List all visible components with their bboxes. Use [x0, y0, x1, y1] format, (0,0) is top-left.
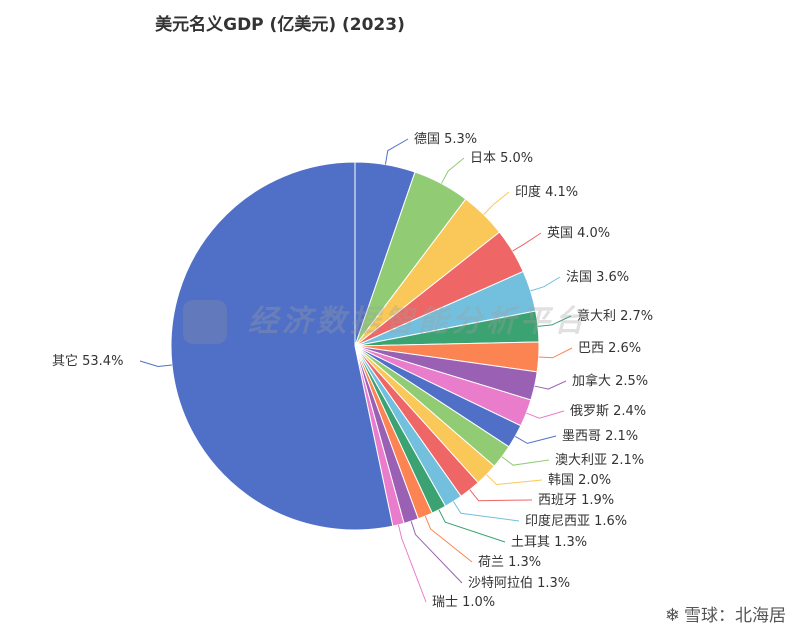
leader-line-4 [512, 232, 542, 252]
leader-line-8 [534, 380, 567, 390]
slice-label-14: 印度尼西亚 1.6% [525, 513, 627, 529]
slice-label-3: 印度 4.1% [515, 184, 578, 200]
leader-line-13 [469, 489, 533, 502]
leader-line-2 [441, 157, 465, 184]
footer-brand: ❄ 雪球：北海居 [665, 601, 786, 626]
slice-label-16: 荷兰 1.3% [478, 555, 541, 570]
leader-line-6 [537, 315, 572, 327]
slice-label-11: 澳大利亚 2.1% [555, 452, 644, 468]
leader-line-18 [397, 524, 427, 603]
leader-line-16 [424, 515, 473, 563]
leader-line-14 [452, 501, 520, 522]
leader-line-11 [501, 456, 550, 466]
watermark-text: 经济数据智能分析平台 [248, 304, 588, 339]
slice-label-1: 德国 5.3% [414, 132, 477, 147]
slice-label-17: 沙特阿拉伯 1.3% [468, 576, 570, 591]
leader-line-15 [438, 509, 506, 543]
leader-line-3 [483, 191, 510, 215]
leader-line-19 [139, 360, 173, 367]
leader-line-7 [538, 347, 573, 359]
slice-label-7: 巴西 2.6% [578, 341, 641, 356]
slice-label-12: 韩国 2.0% [548, 473, 611, 488]
labels-layer: 德国 5.3% 日本 5.0% 印度 4.1% 英国 4.0% 法国 3.6% 意大利 2… [52, 132, 653, 610]
slices-layer [170, 161, 540, 531]
footer-text: 雪球：北海居 [684, 606, 786, 626]
leader-line-17 [410, 521, 463, 584]
leader-line-9 [526, 410, 565, 419]
slice-label-18: 瑞士 1.0% [432, 595, 495, 610]
leader-lines-layer [139, 138, 573, 603]
slice-label-13: 西班牙 1.9% [538, 493, 614, 508]
snowball-icon: ❄ [664, 605, 680, 626]
slice-label-2: 日本 5.0% [470, 151, 533, 166]
slice-label-10: 墨西哥 2.1% [562, 429, 638, 444]
slice-label-6: 意大利 2.7% [577, 308, 653, 324]
slice-label-5: 法国 3.6% [566, 270, 629, 285]
chart-title: 美元名义GDP (亿美元) (2023) [155, 15, 405, 35]
slice-label-15: 土耳其 1.3% [511, 535, 587, 550]
watermark-logo [183, 300, 227, 344]
slice-label-4: 英国 4.0% [547, 226, 610, 241]
leader-line-5 [530, 276, 561, 292]
slice-label-9: 俄罗斯 2.4% [570, 404, 646, 419]
slice-label-8: 加拿大 2.5% [572, 373, 648, 389]
leader-line-10 [514, 435, 557, 444]
leader-line-1 [384, 138, 409, 165]
slice-label-19: 其它 53.4% [52, 353, 123, 369]
pie-slice-19 [170, 161, 394, 531]
leader-line-12 [486, 474, 543, 485]
